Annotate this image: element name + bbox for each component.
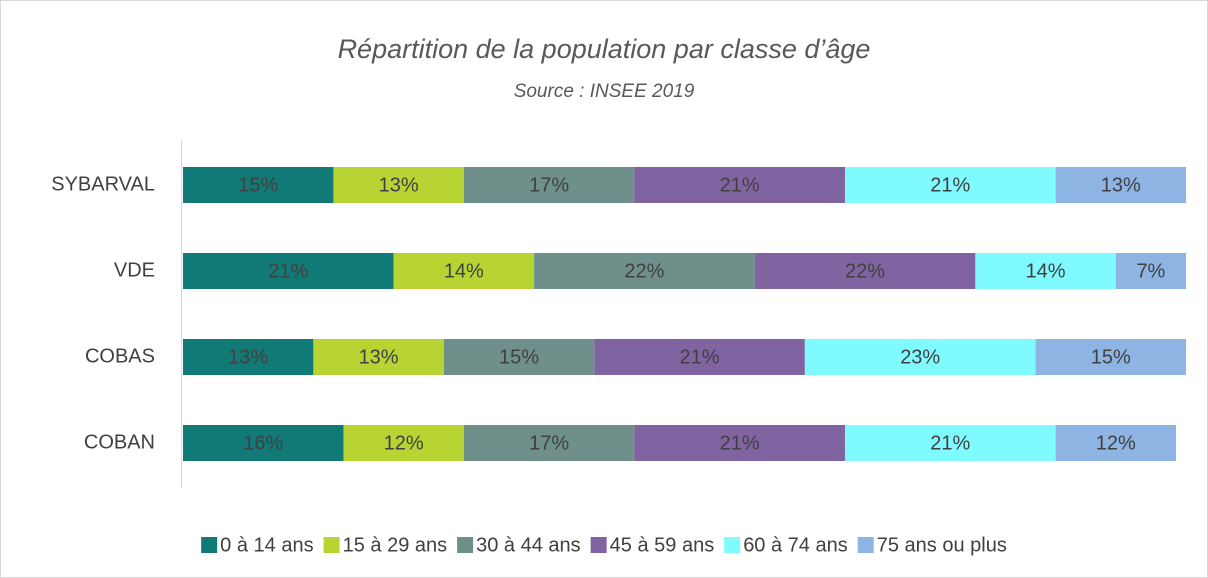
bar-segment <box>463 425 635 461</box>
legend-label: 15 à 29 ans <box>343 534 448 556</box>
legend-swatch <box>857 537 874 553</box>
legend-swatch <box>590 537 607 553</box>
data-label: 17% <box>529 174 569 196</box>
bar-segment <box>183 167 334 203</box>
bar-segment <box>1055 167 1186 203</box>
data-label: 13% <box>1101 174 1141 196</box>
legend-swatch <box>201 537 218 553</box>
bar-segment <box>754 253 976 289</box>
y-tick-label: COBAS <box>85 345 155 367</box>
data-label: 12% <box>384 432 424 454</box>
data-label: 23% <box>900 346 940 368</box>
data-label: 21% <box>720 174 760 196</box>
bar-segment <box>844 425 1056 461</box>
y-tick-label: COBAN <box>84 431 155 453</box>
y-tick-label: SYBARVAL <box>51 173 155 195</box>
data-label: 21% <box>268 260 308 282</box>
data-label: 13% <box>379 174 419 196</box>
data-label: 14% <box>1026 260 1066 282</box>
bar-segment <box>1055 425 1176 461</box>
bar-segment <box>804 339 1036 375</box>
legend-label: 30 à 44 ans <box>476 534 581 556</box>
data-label: 14% <box>444 260 484 282</box>
bar-segment <box>634 425 845 461</box>
data-label: 15% <box>1091 346 1131 368</box>
bar-segment <box>183 339 314 375</box>
data-label: 13% <box>228 346 268 368</box>
data-label: 22% <box>624 260 664 282</box>
data-label: 12% <box>1096 432 1136 454</box>
data-label: 7% <box>1136 260 1165 282</box>
legend-swatch <box>457 537 474 553</box>
bar-segment <box>534 253 755 289</box>
bar-segment <box>443 339 595 375</box>
data-label: 22% <box>845 260 885 282</box>
legend-label: 45 à 59 ans <box>610 534 715 556</box>
chart-subtitle: Source : INSEE 2019 <box>514 81 695 102</box>
data-label: 16% <box>243 432 283 454</box>
bar-segment <box>975 253 1116 289</box>
bar-segment <box>463 167 635 203</box>
bar-segment <box>333 167 464 203</box>
y-tick-label: VDE <box>114 259 155 281</box>
data-label: 21% <box>930 432 970 454</box>
data-label: 17% <box>529 432 569 454</box>
legend-swatch <box>724 537 741 553</box>
data-label: 21% <box>930 174 970 196</box>
data-label: 21% <box>720 432 760 454</box>
bar-segment <box>313 339 444 375</box>
bar-segment <box>183 253 394 289</box>
chart-title: Répartition de la population par classe … <box>338 34 871 64</box>
bar-segment <box>393 253 535 289</box>
bar-segment <box>1035 339 1186 375</box>
bar-segment <box>343 425 464 461</box>
data-label: 13% <box>359 346 399 368</box>
bar-segment <box>183 425 344 461</box>
data-label: 21% <box>680 346 720 368</box>
legend-label: 60 à 74 ans <box>743 534 848 556</box>
legend-swatch <box>323 537 340 553</box>
bar-segment <box>594 339 805 375</box>
legend-label: 75 ans ou plus <box>877 534 1007 556</box>
bar-segment <box>844 167 1056 203</box>
legend-label: 0 à 14 ans <box>220 534 313 556</box>
data-label: 15% <box>238 174 278 196</box>
bar-segment <box>1115 253 1186 289</box>
data-label: 15% <box>499 346 539 368</box>
bar-segment <box>634 167 845 203</box>
